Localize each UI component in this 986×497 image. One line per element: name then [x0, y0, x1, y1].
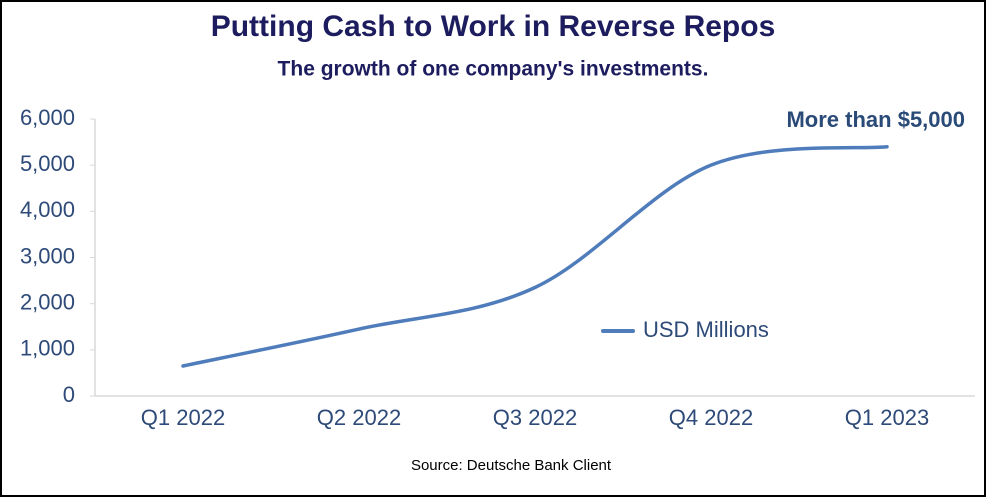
chart-subtitle: The growth of one company's investments.	[278, 58, 709, 81]
y-tick-label: 5,000	[20, 151, 75, 176]
x-tick-label: Q1 2023	[845, 405, 929, 430]
y-tick-label: 6,000	[20, 105, 75, 130]
annotation: More than $5,000	[786, 107, 965, 132]
x-tick-label: Q2 2022	[317, 405, 401, 430]
source: Source: Deutsche Bank Client	[411, 457, 612, 474]
x-tick-label: Q3 2022	[493, 405, 577, 430]
y-tick-label: 1,000	[20, 336, 75, 361]
chart-title: Putting Cash to Work in Reverse Repos	[211, 10, 776, 43]
y-tick-label: 4,000	[20, 197, 75, 222]
y-tick-label: 2,000	[20, 289, 75, 314]
line	[181, 144, 889, 368]
x-tick-label: Q4 2022	[669, 405, 753, 430]
x-tick-label: Q1 2022	[141, 405, 225, 430]
y-tick-label: 3,000	[20, 243, 75, 268]
legend-label: USD Millions	[643, 317, 769, 342]
y-tick-label: 0	[63, 382, 75, 407]
